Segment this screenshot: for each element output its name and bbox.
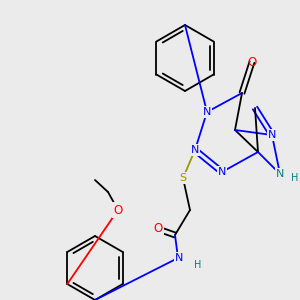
Text: H: H xyxy=(194,260,202,270)
Text: N: N xyxy=(276,169,284,179)
Text: N: N xyxy=(268,130,276,140)
Text: N: N xyxy=(191,145,199,155)
Text: H: H xyxy=(291,173,299,183)
Text: O: O xyxy=(153,221,163,235)
Text: O: O xyxy=(113,203,123,217)
Text: S: S xyxy=(179,173,187,183)
Text: N: N xyxy=(218,167,226,177)
Text: N: N xyxy=(203,107,211,117)
Text: O: O xyxy=(248,56,256,68)
Text: N: N xyxy=(175,253,183,263)
